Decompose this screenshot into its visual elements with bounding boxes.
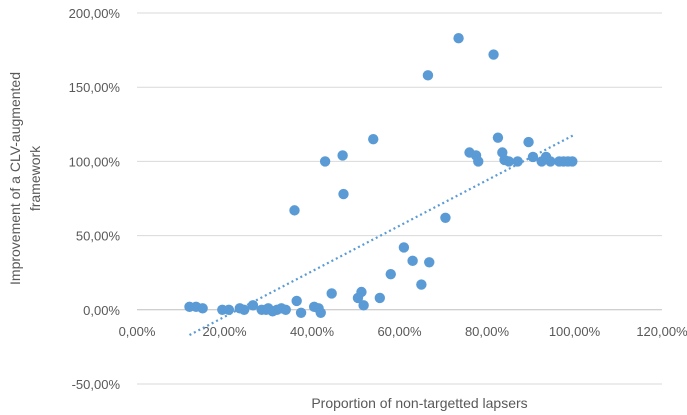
x-tick-label: 80,00% bbox=[465, 324, 510, 339]
data-point bbox=[407, 255, 418, 267]
data-point bbox=[368, 133, 379, 145]
data-point bbox=[295, 307, 307, 318]
data-point bbox=[398, 242, 410, 253]
data-point bbox=[503, 156, 515, 167]
gridlines bbox=[137, 12, 662, 385]
x-tick-label: 40,00% bbox=[290, 324, 335, 339]
x-tick-label: 120,00% bbox=[636, 324, 687, 339]
data-point bbox=[488, 49, 499, 60]
data-point bbox=[440, 212, 451, 223]
data-point bbox=[567, 156, 578, 167]
data-point bbox=[473, 156, 484, 167]
x-axis-tick-labels: 0,00% 20,00% 40,00% 60,00% 80,00% 100,00% 120,… bbox=[119, 324, 687, 339]
data-point bbox=[338, 188, 349, 200]
data-point bbox=[289, 205, 300, 216]
data-point bbox=[512, 156, 523, 167]
data-point bbox=[247, 300, 259, 311]
data-point bbox=[326, 288, 337, 299]
data-point bbox=[197, 303, 208, 314]
data-point bbox=[523, 136, 534, 148]
data-point bbox=[358, 300, 369, 311]
x-tick-label: 60,00% bbox=[377, 324, 422, 339]
x-tick-label: 20,00% bbox=[202, 324, 247, 339]
data-point bbox=[424, 257, 435, 268]
y-tick-label: 50,00% bbox=[76, 229, 121, 244]
data-point bbox=[238, 304, 250, 315]
data-point bbox=[416, 279, 427, 290]
y-axis-title-line-2: framework bbox=[27, 145, 43, 211]
y-tick-label: 200,00% bbox=[69, 6, 121, 21]
y-tick-label: -50,00% bbox=[72, 377, 121, 392]
data-point bbox=[280, 304, 291, 315]
data-point bbox=[385, 268, 396, 280]
y-axis-title: Improvement of a CLV-augmented framework bbox=[7, 72, 43, 285]
data-point bbox=[545, 156, 556, 167]
y-tick-label: 0,00% bbox=[83, 303, 120, 318]
data-point bbox=[453, 33, 464, 44]
x-axis-title: Proportion of non-targetted lapsers bbox=[311, 395, 527, 411]
data-point bbox=[319, 156, 331, 167]
data-point bbox=[422, 70, 434, 81]
data-point bbox=[337, 150, 348, 161]
data-point bbox=[223, 304, 235, 315]
y-tick-label: 100,00% bbox=[69, 154, 121, 169]
x-tick-label: 0,00% bbox=[119, 324, 156, 339]
y-tick-label: 150,00% bbox=[69, 80, 121, 95]
data-points bbox=[184, 33, 578, 318]
data-point bbox=[356, 286, 367, 298]
data-point bbox=[315, 307, 326, 318]
data-point bbox=[492, 132, 504, 143]
data-point bbox=[374, 292, 386, 304]
linear-trendline bbox=[188, 133, 576, 337]
y-axis-tick-labels: -50,00% 0,00% 50,00% 100,00% 150,00% 200,00% bbox=[69, 6, 121, 392]
data-point bbox=[291, 295, 302, 307]
y-axis-title-line-1: Improvement of a CLV-augmented bbox=[7, 72, 23, 285]
x-tick-label: 100,00% bbox=[549, 324, 601, 339]
data-point bbox=[527, 151, 539, 163]
